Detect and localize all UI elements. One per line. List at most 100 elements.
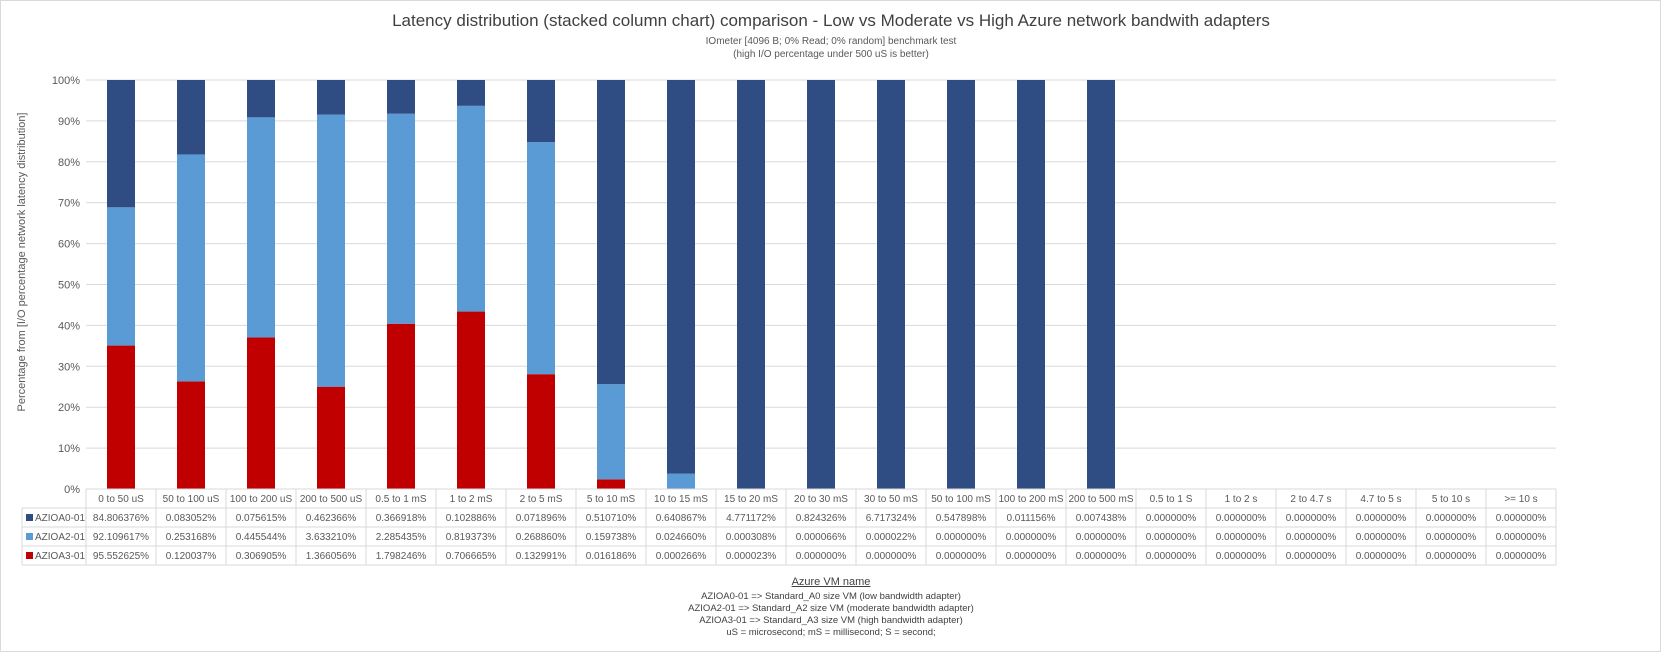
bar-segment — [1087, 80, 1115, 489]
bar-segment — [247, 337, 275, 489]
legend-key — [26, 552, 33, 559]
table-value: 0.824326% — [796, 513, 847, 524]
legend-key — [26, 533, 33, 540]
table-value: 0.268860% — [516, 532, 567, 543]
bar-segment — [947, 80, 975, 489]
legend-series-name: AZIOA3-01 — [35, 551, 85, 562]
y-tick-label: 50% — [58, 280, 80, 292]
table-value: 0.000022% — [866, 532, 917, 543]
bar-segment — [807, 80, 835, 489]
table-value: 0.007438% — [1076, 513, 1127, 524]
table-value: 0.000000% — [936, 551, 987, 562]
table-value: 0.000000% — [1216, 513, 1267, 524]
x-category-label: 200 to 500 mS — [1068, 494, 1133, 505]
bar-segment — [387, 113, 415, 324]
table-value: 0.000000% — [1076, 532, 1127, 543]
table-value: 0.000000% — [1076, 551, 1127, 562]
footer-line-3: AZIOA3-01 => Standard_A3 size VM (high b… — [699, 615, 963, 626]
x-category-label: 0.5 to 1 S — [1150, 494, 1193, 505]
table-value: 2.285435% — [376, 532, 427, 543]
bar-segment — [597, 479, 625, 489]
y-tick-label: 20% — [58, 402, 80, 414]
table-value: 0.462366% — [306, 513, 357, 524]
bar-segment — [387, 80, 415, 114]
x-category-label: 30 to 50 mS — [864, 494, 918, 505]
bar-segment — [247, 117, 275, 338]
x-category-label: 50 to 100 mS — [931, 494, 991, 505]
y-tick-label: 30% — [58, 361, 80, 373]
x-category-label: 10 to 15 mS — [654, 494, 708, 505]
x-category-label: 5 to 10 mS — [587, 494, 636, 505]
bar-segment — [387, 323, 415, 489]
table-value: 0.000000% — [1426, 551, 1477, 562]
table-value: 1.366056% — [306, 551, 357, 562]
table-value: 0.000000% — [1426, 513, 1477, 524]
chart-subtitle-1: IOmeter [4096 B; 0% Read; 0% random] ben… — [705, 36, 957, 47]
table-value: 0.706665% — [446, 551, 497, 562]
table-value: 0.000000% — [1286, 532, 1337, 543]
table-value: 0.000308% — [726, 532, 777, 543]
table-value: 0.510710% — [586, 513, 637, 524]
table-value: 0.000266% — [656, 551, 707, 562]
x-category-label: 15 to 20 mS — [724, 494, 778, 505]
table-value: 3.633210% — [306, 532, 357, 543]
bar-segment — [667, 80, 695, 474]
table-value: 0.132991% — [516, 551, 567, 562]
y-tick-label: 80% — [58, 157, 80, 169]
x-category-label: 100 to 200 mS — [998, 494, 1063, 505]
x-category-label: >= 10 s — [1504, 494, 1537, 505]
table-value: 0.000000% — [1216, 551, 1267, 562]
x-category-label: 0 to 50 uS — [98, 494, 144, 505]
table-value: 0.000000% — [1356, 551, 1407, 562]
footer-heading: Azure VM name — [791, 576, 871, 588]
table-value: 92.109617% — [93, 532, 149, 543]
legend-key — [26, 514, 33, 521]
table-value: 6.717324% — [866, 513, 917, 524]
table-value: 0.000000% — [1356, 513, 1407, 524]
table-value: 0.075615% — [236, 513, 287, 524]
legend-series-name: AZIOA0-01 — [35, 513, 85, 524]
table-value: 0.253168% — [166, 532, 217, 543]
table-value: 0.000000% — [1216, 532, 1267, 543]
bar-segment — [107, 80, 135, 208]
table-value: 0.000000% — [1496, 532, 1547, 543]
table-value: 0.306905% — [236, 551, 287, 562]
table-value: 0.071896% — [516, 513, 567, 524]
x-category-label: 5 to 10 s — [1432, 494, 1470, 505]
bar-segment — [527, 142, 555, 375]
bar-segment — [667, 473, 695, 489]
table-value: 0.000000% — [936, 532, 987, 543]
table-value: 0.000000% — [1006, 532, 1057, 543]
bar-segment — [527, 374, 555, 489]
table-value: 0.000066% — [796, 532, 847, 543]
y-tick-label: 60% — [58, 239, 80, 251]
x-category-label: 2 to 5 mS — [520, 494, 563, 505]
table-value: 84.806376% — [93, 513, 149, 524]
bar-segment — [597, 384, 625, 480]
x-category-label: 100 to 200 uS — [230, 494, 293, 505]
table-value: 0.000000% — [1496, 551, 1547, 562]
table-value: 0.000000% — [796, 551, 847, 562]
table-value: 95.552625% — [93, 551, 149, 562]
table-value: 0.445544% — [236, 532, 287, 543]
bar-segment — [317, 114, 345, 387]
table-value: 0.000000% — [1356, 532, 1407, 543]
table-value: 0.000000% — [1146, 513, 1197, 524]
bar-segment — [247, 80, 275, 118]
table-value: 0.102886% — [446, 513, 497, 524]
table-value: 0.159738% — [586, 532, 637, 543]
bar-segment — [597, 80, 625, 385]
table-value: 0.000000% — [1146, 532, 1197, 543]
table-value: 1.798246% — [376, 551, 427, 562]
y-tick-label: 100% — [52, 75, 80, 87]
table-value: 4.771172% — [726, 513, 776, 524]
bar-segment — [1017, 80, 1045, 489]
bar-segment — [527, 80, 555, 143]
table-value: 0.000023% — [726, 551, 777, 562]
bar-segment — [457, 105, 485, 312]
table-value: 0.120037% — [166, 551, 217, 562]
table-value: 0.000000% — [866, 551, 917, 562]
table-value: 0.366918% — [376, 513, 427, 524]
x-category-label: 20 to 30 mS — [794, 494, 848, 505]
